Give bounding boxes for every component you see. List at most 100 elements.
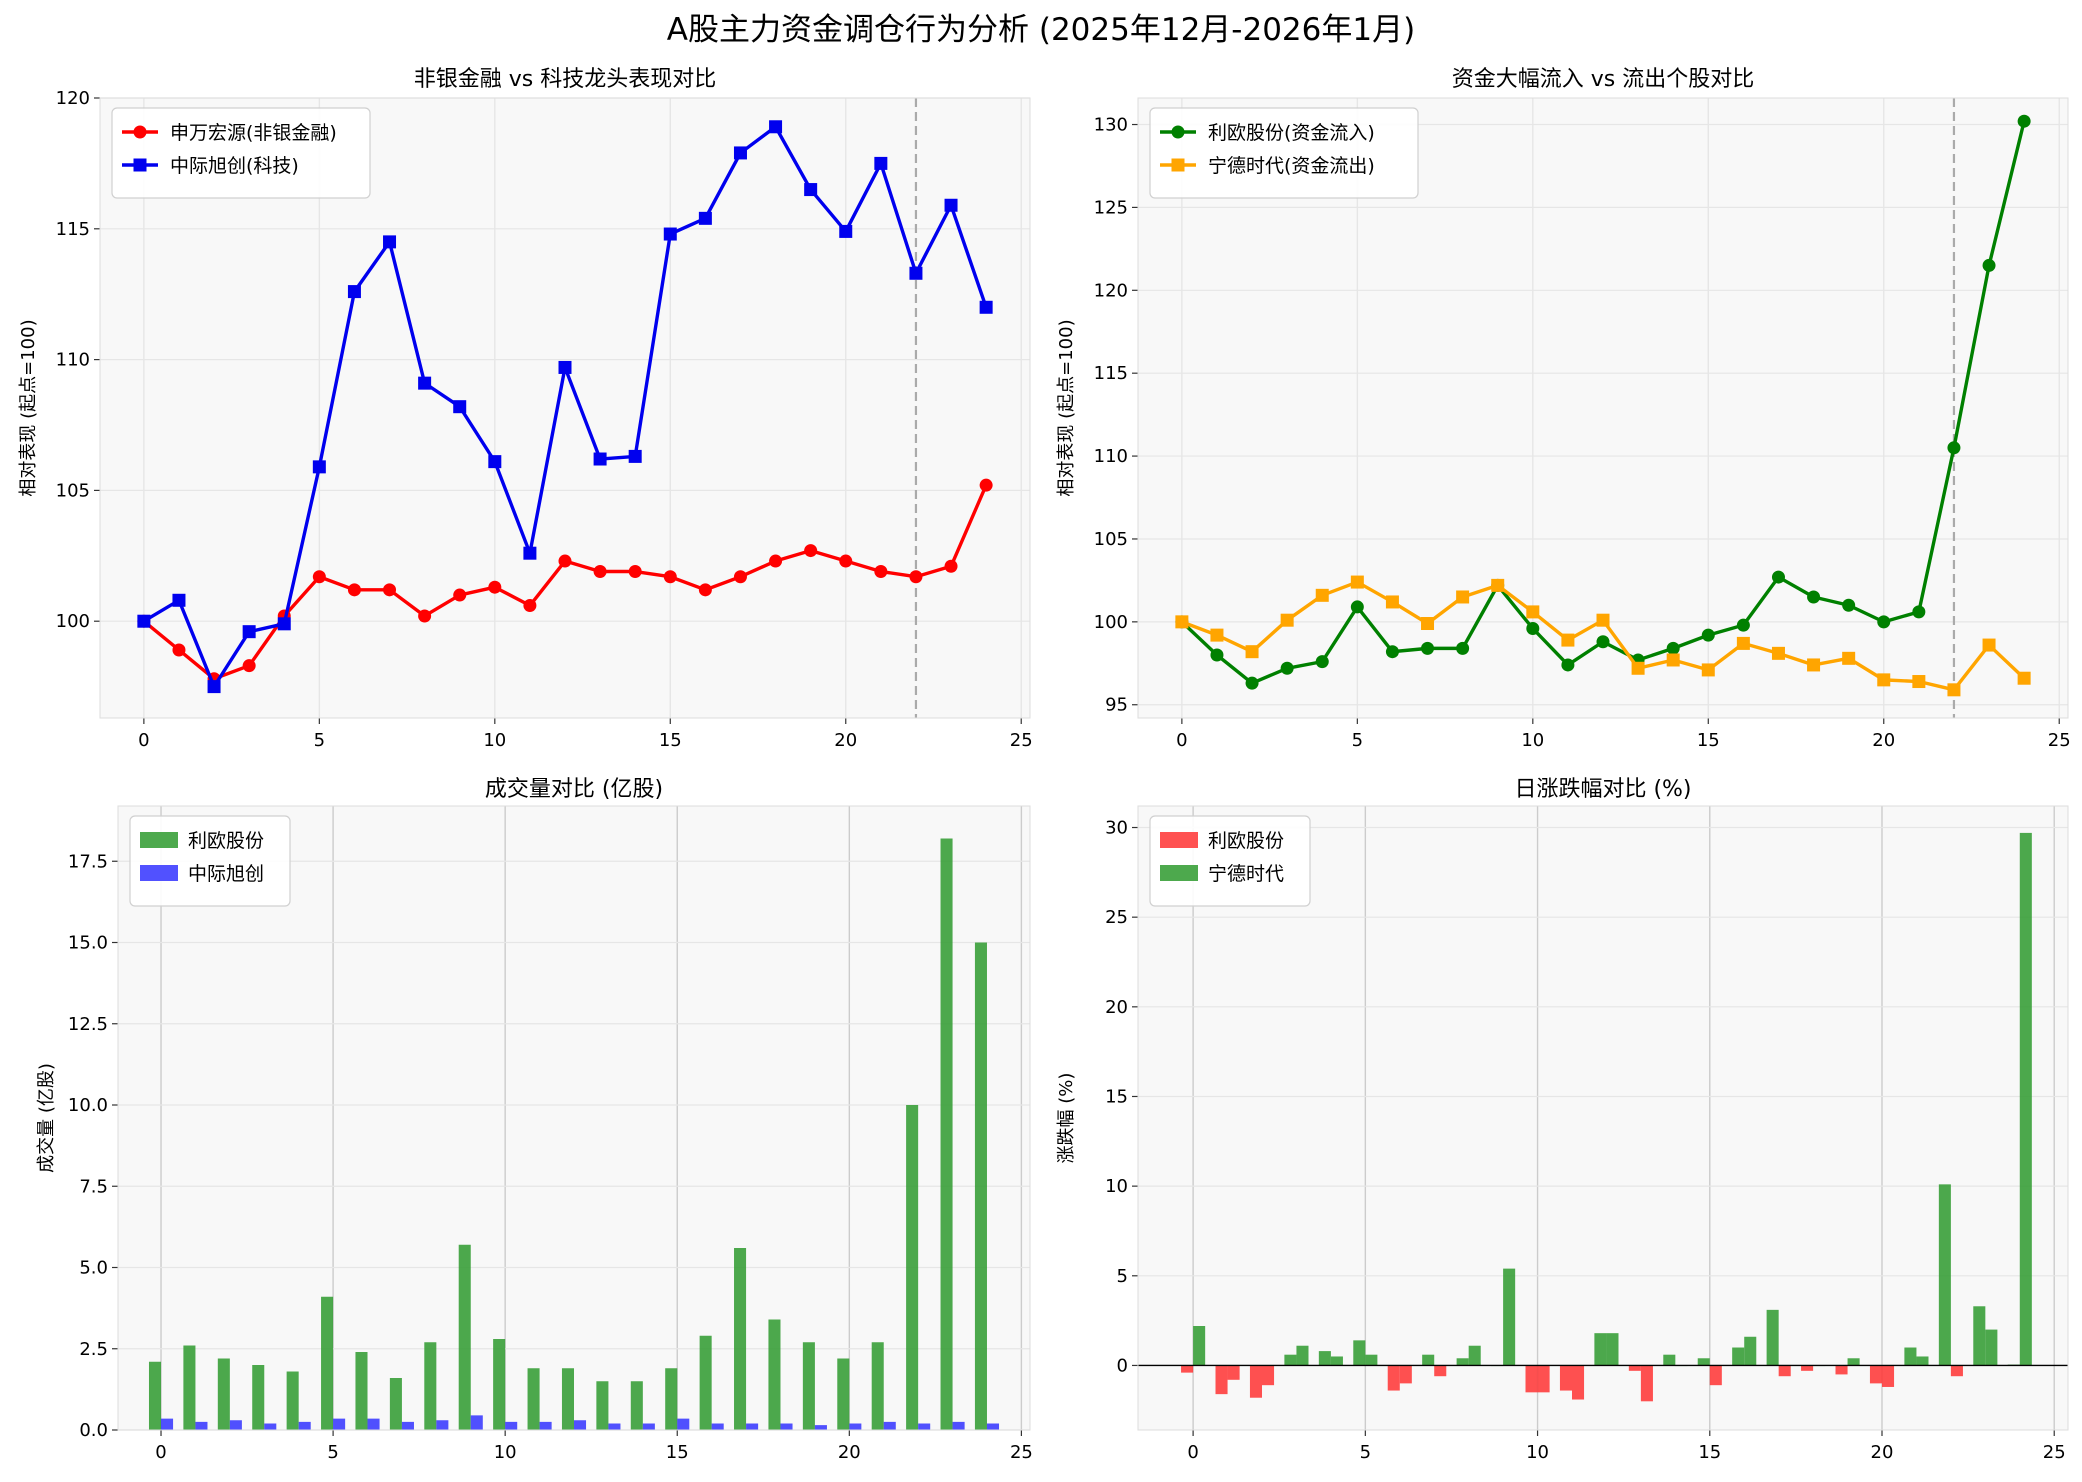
- bar: [1732, 1347, 1745, 1366]
- y-tick-label: 125: [1094, 197, 1128, 218]
- data-point: [1491, 578, 1505, 592]
- bar: [780, 1423, 793, 1430]
- bar: [1606, 1333, 1619, 1366]
- bar: [195, 1421, 208, 1430]
- data-point: [979, 300, 993, 314]
- legend-box: [1149, 107, 1419, 199]
- bar: [321, 1296, 334, 1430]
- x-tick-label: 10: [494, 1442, 517, 1463]
- data-point: [1561, 658, 1575, 672]
- bar: [871, 1342, 884, 1430]
- data-point: [874, 156, 888, 170]
- y-tick-label: 2.5: [79, 1339, 108, 1360]
- data-point: [1912, 605, 1926, 619]
- bar: [1193, 1326, 1206, 1366]
- data-point: [1842, 651, 1856, 665]
- y-tick-label: 100: [56, 611, 90, 632]
- data-point: [839, 554, 853, 568]
- bar: [918, 1423, 931, 1430]
- data-point: [1210, 648, 1224, 662]
- chart-volume-comparison: 成交量对比 (亿股) 成交量 (亿股) 0 5 10 15 20 25 0.0 2.5 5.0 7.5…: [36, 777, 1033, 1463]
- chart-daily-change-comparison: 日涨跌幅对比 (%) 涨跌幅 (%) 0 5 10 15 20 25 0 5 10 15 20 25 30 利…: [1056, 777, 2069, 1463]
- bar: [1422, 1354, 1435, 1366]
- data-point: [1561, 633, 1575, 647]
- legend-swatch: [140, 865, 178, 881]
- bar: [1503, 1268, 1516, 1366]
- series-1: [1193, 832, 2032, 1402]
- data-point: [1982, 638, 1996, 652]
- data-point: [1175, 615, 1189, 629]
- bar: [217, 1358, 230, 1430]
- x-tick-label: 15: [1698, 1442, 1721, 1463]
- chart-title: 资金大幅流入 vs 流出个股对比: [1452, 67, 1754, 92]
- y-tick-label: 105: [56, 480, 90, 501]
- legend: 申万宏源(非银金融) 中际旭创(科技): [111, 107, 371, 199]
- x-tick-label: 5: [1352, 730, 1363, 751]
- bar: [1249, 1365, 1262, 1398]
- bar: [183, 1345, 196, 1430]
- legend-label: 申万宏源(非银金融): [170, 122, 337, 144]
- data-point: [1982, 258, 1996, 272]
- bar: [1985, 1329, 1998, 1366]
- x-tick-label: 20: [834, 730, 857, 751]
- bar: [527, 1368, 540, 1430]
- data-point: [1877, 615, 1891, 629]
- y-tick-label: 20: [1105, 997, 1128, 1018]
- data-point: [769, 554, 783, 568]
- data-point: [628, 449, 642, 463]
- bar: [1365, 1354, 1378, 1366]
- x-tick-label: 20: [1872, 730, 1895, 751]
- grid: [118, 806, 1030, 1431]
- bar: [1916, 1356, 1929, 1366]
- data-point: [804, 183, 818, 197]
- x-tick-label: 5: [327, 1442, 338, 1463]
- bar: [1387, 1365, 1400, 1391]
- data-point: [1280, 661, 1294, 675]
- x-tick-label: 25: [2048, 730, 2071, 751]
- data-point: [1947, 683, 1961, 697]
- bar: [1434, 1365, 1447, 1377]
- data-point: [488, 580, 502, 594]
- axes-frame: [99, 97, 1031, 719]
- data-point: [1666, 641, 1680, 655]
- legend-label: 中际旭创: [188, 863, 264, 885]
- series-1: [1175, 575, 2031, 697]
- bar: [1663, 1354, 1676, 1366]
- plot-area: [137, 98, 993, 718]
- y-tick-label: 120: [56, 88, 90, 109]
- legend-swatch-marker: [1171, 158, 1185, 172]
- data-point: [558, 360, 572, 374]
- y-axis-label: 相对表现 (起点=100): [1056, 319, 1077, 496]
- legend-label: 宁德时代: [1208, 863, 1284, 885]
- bar: [849, 1423, 862, 1430]
- data-point: [979, 478, 993, 492]
- data-point: [242, 625, 256, 639]
- data-point: [172, 593, 186, 607]
- x-tick-label: 15: [1697, 730, 1720, 751]
- bar: [539, 1421, 552, 1430]
- data-point: [1912, 675, 1926, 689]
- x-tick-label: 25: [2043, 1442, 2066, 1463]
- x-tick-label: 0: [155, 1442, 166, 1463]
- y-tick-label: 120: [1094, 280, 1128, 301]
- bar: [1801, 1365, 1814, 1371]
- bar: [814, 1425, 827, 1430]
- bar: [252, 1365, 265, 1430]
- bar: [505, 1421, 518, 1430]
- data-point: [1807, 658, 1821, 672]
- data-point: [383, 235, 397, 249]
- data-point: [944, 198, 958, 212]
- y-tick-label: 110: [56, 350, 90, 371]
- data-point: [663, 570, 677, 584]
- data-point: [418, 609, 432, 623]
- data-point: [1596, 613, 1610, 627]
- bar: [883, 1421, 896, 1430]
- plot-background: [1138, 806, 2068, 1430]
- bar: [596, 1381, 609, 1430]
- bar: [1456, 1358, 1469, 1366]
- data-point: [1736, 618, 1750, 632]
- x-tick-label: 25: [1010, 730, 1033, 751]
- data-point: [1385, 595, 1399, 609]
